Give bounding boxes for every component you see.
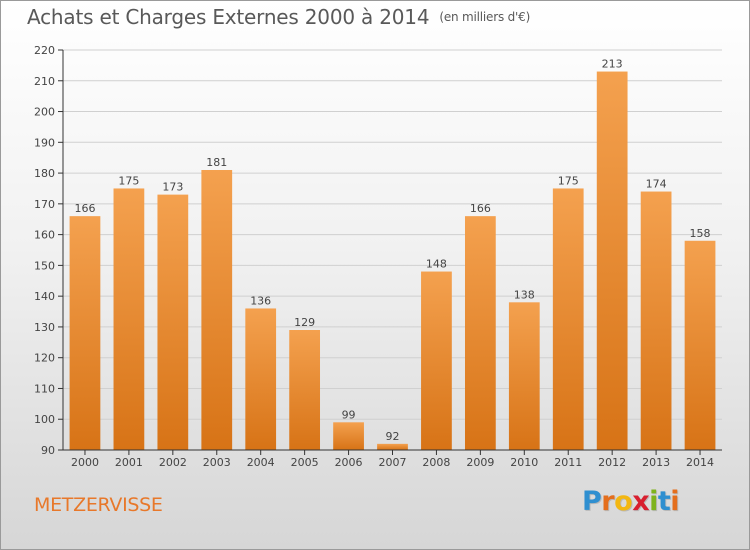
chart-title-text: Achats et Charges Externes 2000 à 2014: [27, 5, 430, 29]
logo-letter: t: [657, 486, 671, 517]
bar: [421, 271, 452, 450]
logo-letter: P: [582, 486, 602, 517]
bar-value-label: 129: [294, 316, 315, 329]
x-tick-label: 2006: [335, 456, 363, 469]
bar: [596, 71, 628, 451]
bar: [201, 170, 233, 450]
x-tick-label: 2004: [247, 456, 275, 469]
bar-value-label: 175: [558, 174, 579, 187]
bar: [289, 330, 321, 450]
y-tick-label: 170: [34, 198, 55, 211]
y-tick-label: 120: [34, 352, 55, 365]
bar: [157, 194, 189, 450]
x-tick-label: 2001: [115, 456, 143, 469]
y-tick-label: 150: [34, 259, 55, 272]
commune-name: METZERVISSE: [34, 494, 163, 516]
x-tick-label: 2012: [598, 456, 626, 469]
x-tick-label: 2011: [554, 456, 582, 469]
y-tick-label: 200: [34, 106, 55, 119]
bar-value-label: 138: [514, 288, 535, 301]
bar: [113, 188, 145, 450]
x-tick-label: 2002: [159, 456, 187, 469]
logo-letter: i: [649, 486, 658, 517]
x-tick-label: 2013: [642, 456, 670, 469]
bar: [377, 443, 408, 450]
bar: [245, 308, 277, 450]
bar: [464, 216, 496, 450]
bar-value-label: 148: [426, 258, 447, 271]
bar: [640, 191, 672, 451]
bar: [508, 302, 540, 450]
y-tick-label: 180: [34, 167, 55, 180]
x-tick-label: 2010: [510, 456, 538, 469]
y-tick-label: 130: [34, 321, 55, 334]
y-tick-label: 100: [34, 413, 55, 426]
bar-value-label: 181: [206, 156, 227, 169]
x-tick-label: 2007: [379, 456, 407, 469]
bar: [333, 422, 364, 450]
proxiti-logo: Proxiti: [582, 486, 680, 517]
y-tick-label: 90: [41, 444, 55, 457]
x-tick-label: 2014: [686, 456, 714, 469]
bar-value-label: 174: [646, 178, 667, 191]
y-tick-label: 210: [34, 75, 55, 88]
bar-value-label: 158: [690, 227, 711, 240]
chart-unit: (en milliers d'€): [439, 10, 531, 24]
y-tick-label: 140: [34, 290, 55, 303]
bar-layer: 166 175 173 181 136 129 99 92 148 166 138 175 213 174…: [69, 58, 716, 451]
y-tick-label: 220: [34, 44, 55, 57]
y-tick-label: 160: [34, 229, 55, 242]
logo-letter: o: [614, 486, 633, 517]
logo-letter: x: [632, 486, 650, 517]
x-tick-label: 2005: [291, 456, 319, 469]
bar-value-label: 175: [118, 174, 139, 187]
x-tick-label: 2008: [422, 456, 450, 469]
axis-layer: 90 100 110 120 130 140 150 160 170 180 190 200 210 22…: [34, 44, 722, 469]
y-tick-label: 190: [34, 136, 55, 149]
bar: [684, 240, 716, 450]
bar-value-label: 136: [250, 294, 271, 307]
bar-value-label: 92: [386, 430, 400, 443]
bar: [69, 216, 101, 450]
chart-title: Achats et Charges Externes 2000 à 2014 (e…: [27, 5, 530, 29]
logo-letter: r: [601, 486, 615, 517]
x-tick-label: 2003: [203, 456, 231, 469]
bar: [552, 188, 584, 450]
y-tick-label: 110: [34, 382, 55, 395]
bar-value-label: 213: [602, 58, 623, 71]
x-tick-label: 2000: [71, 456, 99, 469]
bar-value-label: 173: [162, 181, 183, 194]
bar-value-label: 166: [74, 202, 95, 215]
logo-letter: i: [670, 486, 680, 517]
bar-value-label: 166: [470, 202, 491, 215]
bar-value-label: 99: [342, 408, 356, 421]
x-tick-label: 2009: [466, 456, 494, 469]
